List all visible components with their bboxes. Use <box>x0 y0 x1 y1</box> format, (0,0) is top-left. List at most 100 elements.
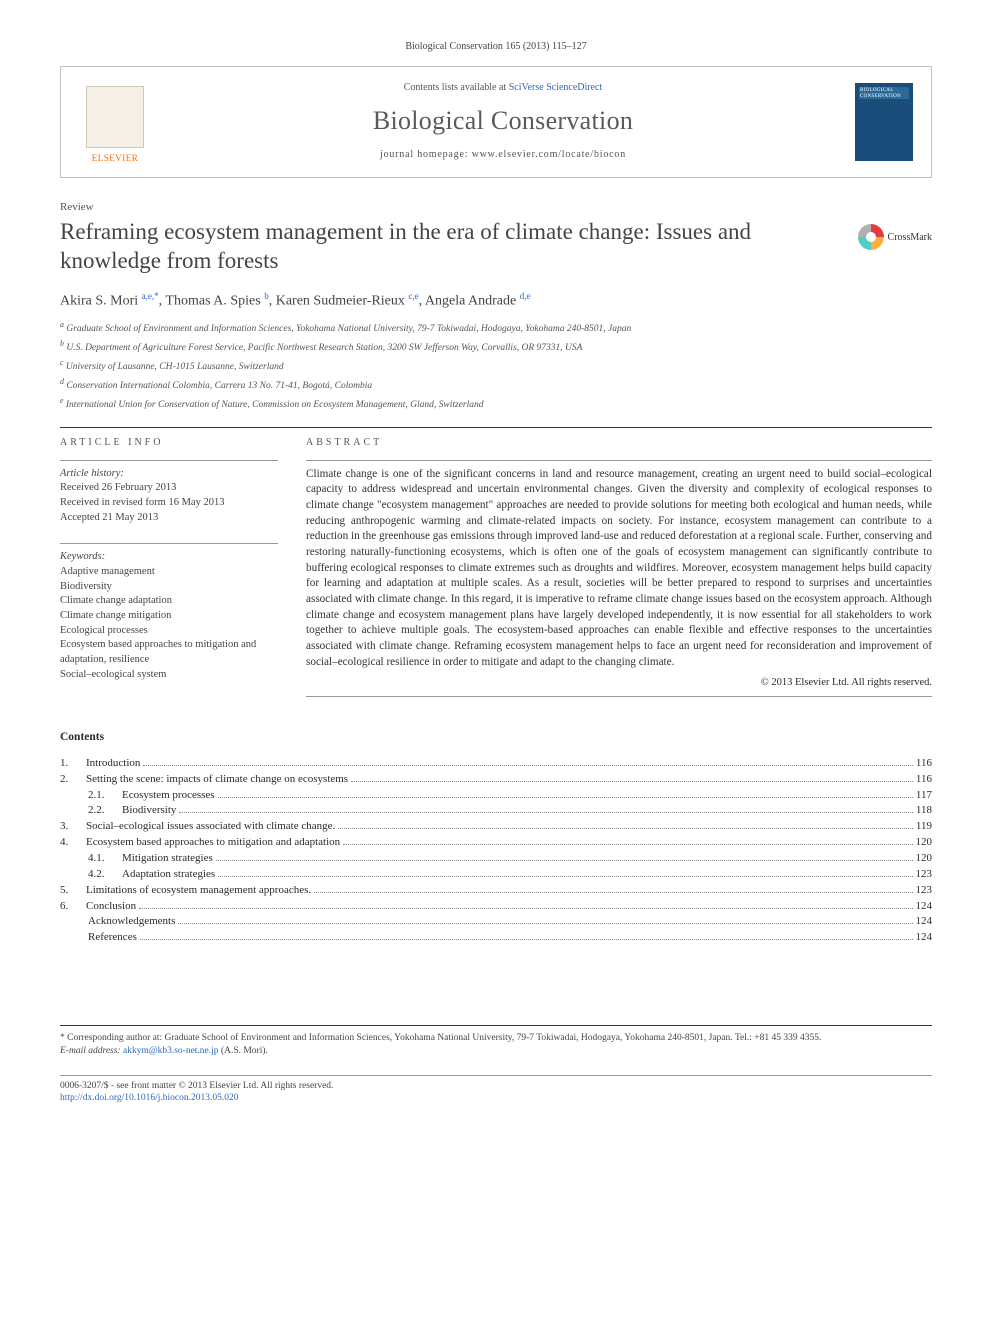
toc-title: Mitigation strategies <box>122 851 213 866</box>
toc-number: 2.2. <box>60 803 122 818</box>
toc-number: 5. <box>60 883 86 898</box>
sciencedirect-link[interactable]: SciVerse ScienceDirect <box>509 82 603 93</box>
toc-title: Conclusion <box>86 899 136 914</box>
abstract-head: ABSTRACT <box>306 436 932 450</box>
toc-number: 3. <box>60 819 86 834</box>
keyword-line: Ecosystem based approaches to mitigation… <box>60 638 278 667</box>
journal-homepage: journal homepage: www.elsevier.com/locat… <box>169 148 837 162</box>
keyword-line: Ecological processes <box>60 624 278 639</box>
toc-row[interactable]: 2.1.Ecosystem processes117 <box>60 788 932 803</box>
crossmark-icon <box>858 224 884 250</box>
article-history: Article history: Received 26 February 20… <box>60 460 278 526</box>
doi-link[interactable]: http://dx.doi.org/10.1016/j.biocon.2013.… <box>60 1093 238 1103</box>
elsevier-tree-icon <box>86 86 144 148</box>
toc-page: 123 <box>916 883 933 898</box>
keyword-line: Climate change adaptation <box>60 594 278 609</box>
toc-number: 4. <box>60 835 86 850</box>
journal-name: Biological Conservation <box>169 103 837 138</box>
affiliations: a Graduate School of Environment and Inf… <box>60 319 932 413</box>
toc-row[interactable]: 4.2.Adaptation strategies 123 <box>60 867 932 882</box>
toc-row[interactable]: 2.Setting the scene: impacts of climate … <box>60 772 932 787</box>
toc-dots <box>140 939 913 940</box>
toc-dots <box>218 797 913 798</box>
elsevier-logo[interactable]: ELSEVIER <box>79 79 151 165</box>
contents-heading: Contents <box>60 730 932 746</box>
bottom-matter: 0006-3207/$ - see front matter © 2013 El… <box>60 1075 932 1106</box>
toc-title: Acknowledgements <box>60 914 175 929</box>
toc-dots <box>179 812 913 813</box>
toc-dots <box>338 828 913 829</box>
toc-row[interactable]: 4.Ecosystem based approaches to mitigati… <box>60 835 932 850</box>
homepage-url[interactable]: www.elsevier.com/locate/biocon <box>472 149 626 160</box>
toc-page: 120 <box>916 835 933 850</box>
crossmark-label: CrossMark <box>888 231 932 245</box>
info-abstract-row: ARTICLE INFO Article history: Received 2… <box>60 436 932 700</box>
toc-row[interactable]: 5.Limitations of ecosystem management ap… <box>60 883 932 898</box>
header-center: Contents lists available at SciVerse Sci… <box>169 81 837 161</box>
journal-cover-thumb[interactable]: BIOLOGICAL CONSERVATION <box>855 83 913 161</box>
toc-title: Social–ecological issues associated with… <box>86 819 335 834</box>
email-suffix: (A.S. Mori). <box>219 1046 268 1056</box>
keyword-line: Social–ecological system <box>60 668 278 683</box>
toc-title: Biodiversity <box>122 803 176 818</box>
toc-page: 120 <box>916 851 933 866</box>
email-line: E-mail address: akkym@kb3.so-net.ne.jp (… <box>60 1045 932 1058</box>
toc-dots <box>216 860 913 861</box>
journal-header: ELSEVIER Contents lists available at Sci… <box>60 66 932 178</box>
affiliation-line: d Conservation International Colombia, C… <box>60 376 932 394</box>
toc-dots <box>178 923 912 924</box>
abstract-copyright: © 2013 Elsevier Ltd. All rights reserved… <box>306 676 932 690</box>
toc-dots <box>351 781 913 782</box>
toc-page: 124 <box>916 914 933 929</box>
title-row: Reframing ecosystem management in the er… <box>60 218 932 276</box>
homepage-prefix: journal homepage: <box>380 149 472 160</box>
abstract-text: Climate change is one of the significant… <box>306 467 932 671</box>
history-line: Accepted 21 May 2013 <box>60 511 278 526</box>
toc-page: 118 <box>916 803 932 818</box>
keyword-line: Biodiversity <box>60 580 278 595</box>
history-line: Received in revised form 16 May 2013 <box>60 496 278 511</box>
toc-row[interactable]: 3.Social–ecological issues associated wi… <box>60 819 932 834</box>
crossmark-badge[interactable]: CrossMark <box>858 224 932 250</box>
toc-number: 4.2. <box>60 867 122 882</box>
toc-row[interactable]: 4.1.Mitigation strategies120 <box>60 851 932 866</box>
history-line: Received 26 February 2013 <box>60 481 278 496</box>
toc-title: Adaptation strategies <box>122 867 215 882</box>
toc-title: Limitations of ecosystem management appr… <box>86 883 311 898</box>
toc-title: Setting the scene: impacts of climate ch… <box>86 772 348 787</box>
toc-row[interactable]: 1.Introduction 116 <box>60 756 932 771</box>
toc-title: Introduction <box>86 756 140 771</box>
contents-prefix: Contents lists available at <box>404 82 509 93</box>
elsevier-label: ELSEVIER <box>92 152 139 164</box>
article-type: Review <box>60 200 932 215</box>
toc-number: 2. <box>60 772 86 787</box>
keyword-line: Climate change mitigation <box>60 609 278 624</box>
author-email-link[interactable]: akkym@kb3.so-net.ne.jp <box>123 1046 219 1056</box>
toc-row[interactable]: 6.Conclusion124 <box>60 899 932 914</box>
toc-row[interactable]: References124 <box>60 930 932 945</box>
toc-row[interactable]: Acknowledgements 124 <box>60 914 932 929</box>
toc-dots <box>218 876 912 877</box>
toc-title: Ecosystem based approaches to mitigation… <box>86 835 340 850</box>
toc-number: 2.1. <box>60 788 122 803</box>
citation-header: Biological Conservation 165 (2013) 115–1… <box>60 40 932 54</box>
cover-thumb-label: BIOLOGICAL CONSERVATION <box>860 88 913 102</box>
toc-dots <box>343 844 912 845</box>
affiliation-line: e International Union for Conservation o… <box>60 395 932 413</box>
toc-page: 124 <box>916 930 933 945</box>
keywords-block: Keywords: Adaptive managementBiodiversit… <box>60 543 278 682</box>
article-info-column: ARTICLE INFO Article history: Received 2… <box>60 436 278 700</box>
affiliation-line: c University of Lausanne, CH-1015 Lausan… <box>60 357 932 375</box>
toc-page: 123 <box>916 867 933 882</box>
authors-line: Akira S. Mori a,e,*, Thomas A. Spies b, … <box>60 290 932 312</box>
toc-page: 116 <box>916 772 932 787</box>
toc-number: 1. <box>60 756 86 771</box>
toc-page: 116 <box>916 756 932 771</box>
toc-dots <box>139 908 912 909</box>
toc-number: 6. <box>60 899 86 914</box>
toc-dots <box>143 765 913 766</box>
divider <box>60 427 932 428</box>
front-matter-line: 0006-3207/$ - see front matter © 2013 El… <box>60 1080 932 1093</box>
email-label: E-mail address: <box>60 1046 123 1056</box>
toc-row[interactable]: 2.2.Biodiversity 118 <box>60 803 932 818</box>
